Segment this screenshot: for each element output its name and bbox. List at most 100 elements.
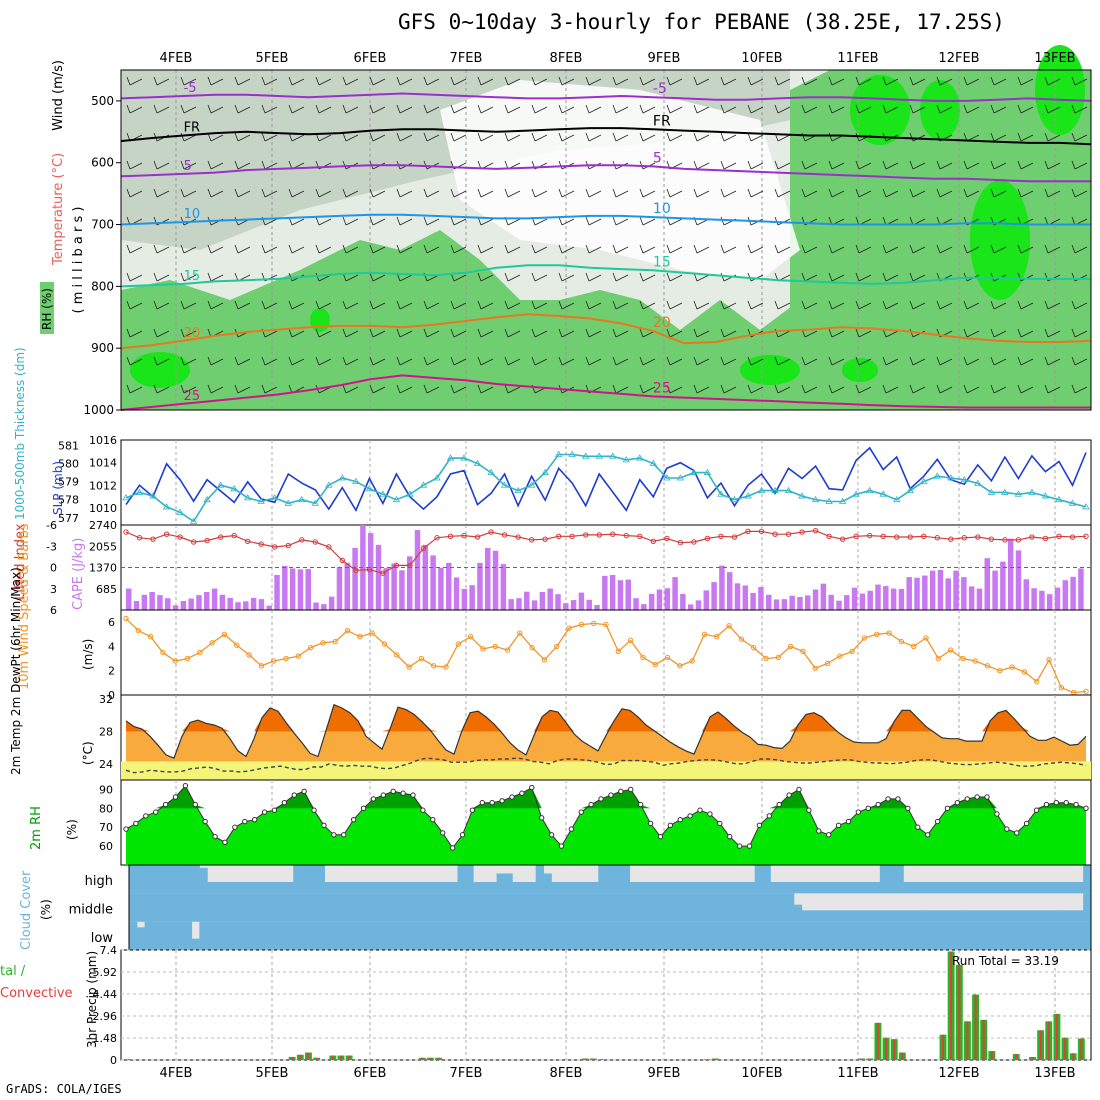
cloud-bar <box>144 893 153 922</box>
wind-barb <box>747 76 764 86</box>
wind-barb <box>126 188 143 198</box>
cape-bar <box>1000 561 1006 610</box>
wind-barb <box>936 104 953 114</box>
cloud-bar <box>653 882 662 894</box>
precip-conv-bar <box>584 1058 587 1060</box>
wind-marker <box>726 623 732 629</box>
cloud-bar <box>699 882 709 894</box>
cape-bar <box>165 598 171 610</box>
wind-barb <box>1071 160 1088 170</box>
wind-barb <box>774 356 791 366</box>
wind-barb <box>828 356 845 366</box>
wind-barb <box>801 76 818 86</box>
thickness-marker <box>690 468 698 475</box>
wind-marker <box>135 627 142 634</box>
wind-barb <box>882 244 899 254</box>
temperature-contour <box>120 264 1091 288</box>
lifted-marker <box>812 527 819 534</box>
wind-barb <box>774 300 791 310</box>
cloud-bar <box>347 893 357 922</box>
wind-barb <box>207 188 224 198</box>
wind-barb <box>666 244 683 254</box>
wind-barb <box>936 188 953 198</box>
cloud-bar <box>183 921 193 950</box>
lifted-marker <box>420 545 427 552</box>
rh2m-marker <box>1083 805 1089 812</box>
cape-bar <box>805 595 811 610</box>
rh2m-marker <box>954 799 961 806</box>
cape-bar <box>578 592 585 610</box>
wind-marker <box>775 654 782 661</box>
thickness-marker <box>1055 495 1063 503</box>
day-label-bottom: 8FEB <box>550 1066 583 1081</box>
cloud-bar <box>629 882 638 894</box>
wind-marker <box>1058 685 1065 691</box>
rh2m-marker <box>479 799 485 806</box>
thickness-marker <box>473 459 482 466</box>
cloud-bar <box>840 910 850 922</box>
rh2m-marker <box>905 805 911 812</box>
cape-bar <box>492 550 499 610</box>
lifted-marker <box>907 534 913 540</box>
wind-barb <box>639 76 656 86</box>
cape-bar <box>976 588 983 610</box>
wind-barb <box>342 300 359 310</box>
contour-label: 25 <box>653 380 671 396</box>
cloud-bar <box>785 921 795 950</box>
cape-bar <box>321 604 327 610</box>
wind-barb <box>153 160 170 170</box>
lifted-marker <box>1042 535 1049 542</box>
cloud-bar <box>293 921 302 950</box>
cloud-bar <box>598 865 607 894</box>
wind-barb <box>801 272 818 282</box>
cloud-bar <box>246 893 255 922</box>
cloud-bar <box>175 921 185 950</box>
cloud-bar <box>1004 910 1014 922</box>
wind-marker <box>787 643 794 650</box>
cloud-bar <box>152 921 161 950</box>
cloud-bar <box>1051 910 1061 922</box>
cloud-bar <box>175 865 185 894</box>
precip-conv-bar <box>974 994 977 1060</box>
cloud-bar <box>590 921 599 950</box>
contour-label: 15 <box>184 269 201 284</box>
cape-bar <box>719 565 725 610</box>
cloud-bar <box>1036 910 1045 922</box>
cape-bar <box>555 594 561 610</box>
lifted-marker <box>299 537 305 543</box>
wind-barb <box>693 76 710 86</box>
cloud-bar <box>637 921 646 950</box>
wind-barb <box>747 104 764 114</box>
wind-barb <box>423 356 440 366</box>
rh-moist-lower <box>121 230 800 410</box>
rh2m-marker <box>677 816 683 823</box>
cloud-bar <box>958 882 967 894</box>
cape-bar <box>742 585 749 610</box>
thickness-marker <box>757 486 766 494</box>
cloud-bar <box>856 910 865 922</box>
wind-marker <box>197 649 203 656</box>
wind-barb <box>450 300 467 310</box>
cloud-bar <box>512 882 521 894</box>
cloud-bar <box>387 921 396 950</box>
cape-bar <box>1070 576 1076 610</box>
cape-bar <box>172 605 179 610</box>
wind-barb <box>315 188 332 198</box>
cloud-bar <box>449 893 458 922</box>
y-tick-label: 800 <box>91 279 114 293</box>
cloud-bar <box>566 893 576 922</box>
wind-barb <box>504 384 521 394</box>
rh2m-marker <box>143 813 149 819</box>
wind-barb <box>531 188 548 198</box>
cloud-bar <box>340 921 349 950</box>
thickness-marker <box>717 490 725 497</box>
wind-barb <box>558 216 575 226</box>
cloud-bar <box>551 921 560 950</box>
wind-barb <box>990 188 1007 198</box>
wind-marker <box>1083 688 1089 695</box>
cape-bar <box>656 589 663 610</box>
cape-tick-label: 2740 <box>89 519 117 532</box>
day-label-top: 4FEB <box>160 51 193 66</box>
thickness-marker <box>135 488 144 495</box>
precip-tick-label: 1.48 <box>93 1032 118 1045</box>
